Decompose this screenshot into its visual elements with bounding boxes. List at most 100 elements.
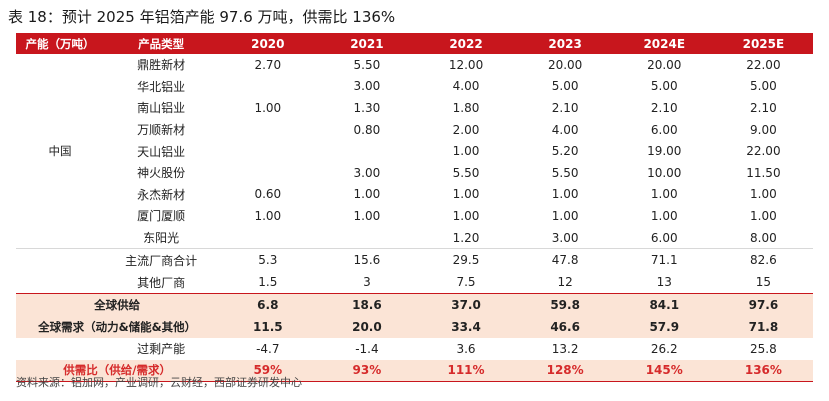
row-value: 97.6 (713, 293, 813, 316)
table-row: 厦门厦顺 1.00 1.00 1.00 1.00 1.00 1.00 (16, 205, 813, 227)
row-value (218, 119, 317, 141)
table-row: 万顺新材 0.80 2.00 4.00 6.00 9.00 (16, 119, 813, 141)
row-label: 万顺新材 (137, 123, 186, 138)
row-value: 46.6 (550, 319, 580, 334)
row-value: 1.00 (750, 208, 777, 223)
row-value: 1.20 (452, 230, 480, 245)
row-value: 3.00 (353, 165, 381, 180)
row-value: 12 (557, 275, 573, 290)
header-product-type: 产品类型 (138, 36, 185, 51)
row-value: 5.20 (551, 144, 579, 159)
row-value: 136% (713, 359, 813, 383)
row-value: 1.00 (254, 100, 282, 115)
empty-cell (16, 338, 104, 360)
row-value: 3.6 (456, 341, 476, 356)
row-value: 15 (755, 275, 772, 290)
row-value: 71.1 (614, 248, 714, 272)
row-value: 82.6 (713, 248, 813, 272)
table-row: 供需比（供给/需求） 59% 93% 111% 128% 145% 136% (16, 359, 813, 383)
row-value: 1.00 (650, 208, 678, 223)
row-value: 11.5 (253, 319, 283, 334)
row-label: 厦门厦顺 (137, 209, 186, 224)
table-row: 天山铝业 1.00 5.20 19.00 22.00 (16, 140, 813, 162)
row-label: 天山铝业 (137, 144, 186, 159)
row-label: 东阳光 (143, 231, 180, 246)
row-value: 111% (416, 359, 516, 383)
row-value: 1.00 (254, 208, 282, 223)
row-value: -4.7 (256, 341, 280, 356)
row-value: 13.2 (551, 341, 579, 356)
row-value: 37.0 (416, 293, 516, 316)
header-year-2020: 2020 (251, 36, 285, 51)
row-value: 22.00 (746, 57, 781, 72)
row-value: 5.50 (452, 165, 480, 180)
row-label: 华北铝业 (137, 79, 186, 94)
row-value: 2.00 (452, 122, 480, 137)
row-label: 供需比（供给/需求） (16, 359, 219, 383)
row-value: 29.5 (416, 248, 516, 272)
table-title: 表 18：预计 2025 年铝箔产能 97.6 万吨，供需比 136% (8, 8, 396, 26)
table-row: 主流厂商合计 5.3 15.6 29.5 47.8 71.1 82.6 (16, 248, 813, 272)
row-label: 永杰新材 (137, 187, 186, 202)
row-value (218, 227, 317, 249)
row-value: 145% (614, 359, 714, 383)
region-label: 中国 (48, 144, 72, 159)
row-value: 1.30 (353, 100, 381, 115)
row-value: 15.6 (317, 248, 417, 272)
row-value: 5.00 (750, 79, 777, 94)
row-value: 6.8 (218, 293, 318, 316)
row-value: 6.00 (650, 230, 678, 245)
table-row: 南山铝业 1.00 1.30 1.80 2.10 2.10 2.10 (16, 97, 813, 119)
row-value: 0.60 (254, 187, 282, 202)
row-label: 鼎胜新材 (137, 58, 186, 73)
row-value: 7.5 (456, 275, 476, 290)
row-value: 2.10 (551, 100, 579, 115)
row-value: 9.00 (750, 122, 777, 137)
table-row: 全球供给 6.8 18.6 37.0 59.8 84.1 97.6 (16, 293, 813, 316)
row-value: 3.00 (551, 230, 579, 245)
row-label: 全球需求（动力&储能&其他） (38, 319, 197, 334)
row-value (317, 140, 416, 162)
row-value: 5.00 (650, 79, 678, 94)
table-row: 中国 鼎胜新材 2.70 5.50 12.00 20.00 20.00 22.00 (16, 54, 813, 158)
row-value: 33.4 (451, 319, 481, 334)
row-value: 5.00 (551, 79, 579, 94)
row-value: 1.80 (452, 100, 480, 115)
row-value: 2.10 (750, 100, 777, 115)
capacity-table: 产能（万吨） 产品类型 2020 2021 2022 2023 2024E 20… (16, 33, 813, 383)
row-value: 25.8 (750, 341, 777, 356)
row-label: 南山铝业 (137, 101, 186, 116)
source-note: 资料来源：铝加网，产业调研，云财经，西部证券研发中心 (16, 376, 302, 389)
row-value: 1.00 (551, 208, 579, 223)
row-value: 71.8 (748, 319, 779, 334)
row-value: 1.00 (353, 208, 381, 223)
row-value: 57.9 (649, 319, 680, 334)
row-value: 8.00 (750, 230, 777, 245)
row-value: 12.00 (448, 57, 484, 72)
row-value: 10.00 (647, 165, 682, 180)
row-label: 全球供给 (16, 293, 219, 316)
row-value: 1.5 (258, 275, 278, 290)
table-row: 其他厂商 1.5 3 7.5 12 13 15 (16, 271, 813, 294)
header-year-2023: 2023 (548, 36, 582, 51)
row-value (218, 140, 317, 162)
row-value: 5.50 (353, 57, 381, 72)
table-row: 全球需求（动力&储能&其他） 11.5 20.0 33.4 46.6 57.9 71.8 (16, 315, 813, 338)
row-value: 5.3 (218, 248, 318, 272)
row-value: 4.00 (452, 79, 480, 94)
row-value: 13 (656, 275, 672, 290)
row-value: 2.70 (254, 57, 282, 72)
row-value (317, 227, 416, 249)
row-value: 22.00 (746, 144, 781, 159)
row-value: 47.8 (515, 248, 615, 272)
row-value: 11.50 (746, 165, 781, 180)
row-value: 20.0 (352, 319, 382, 334)
row-value: 0.80 (353, 122, 381, 137)
row-label: 主流厂商合计 (104, 248, 219, 272)
header-row: 产能（万吨） 产品类型 2020 2021 2022 2023 2024E 20… (16, 33, 813, 54)
header-capacity: 产能（万吨） (25, 36, 95, 51)
row-value: 1.00 (353, 187, 381, 202)
row-value: 1.00 (452, 187, 480, 202)
table-row: 神火股份 3.00 5.50 5.50 10.00 11.50 (16, 162, 813, 184)
row-value: 59% (218, 359, 318, 383)
